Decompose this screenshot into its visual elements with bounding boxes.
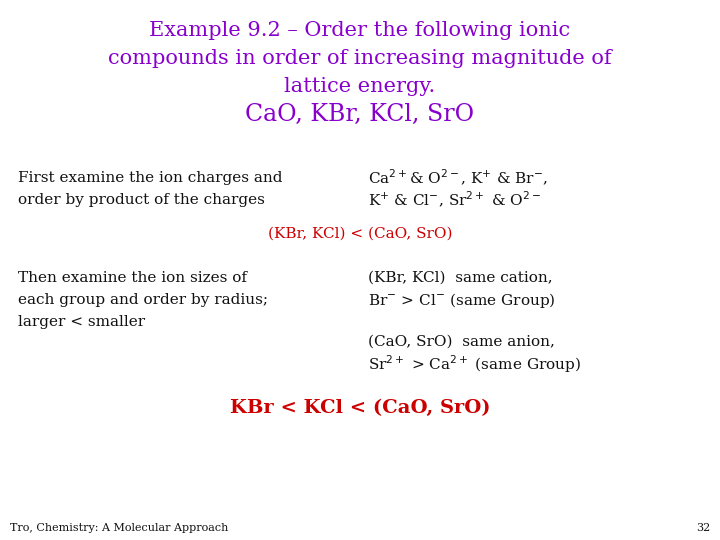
Text: (KBr, KCl) < (CaO, SrO): (KBr, KCl) < (CaO, SrO): [268, 227, 452, 241]
Text: K$^{+}$ & Cl$^{-}$, Sr$^{2+}$ & O$^{2-}$: K$^{+}$ & Cl$^{-}$, Sr$^{2+}$ & O$^{2-}$: [368, 190, 541, 210]
Text: each group and order by radius;: each group and order by radius;: [18, 293, 268, 307]
Text: (KBr, KCl)  same cation,: (KBr, KCl) same cation,: [368, 271, 553, 285]
Text: KBr < KCl < (CaO, SrO): KBr < KCl < (CaO, SrO): [230, 399, 490, 417]
Text: Sr$^{2+}$ > Ca$^{2+}$ (same Group): Sr$^{2+}$ > Ca$^{2+}$ (same Group): [368, 353, 581, 375]
Text: Br$^{-}$ > Cl$^{-}$ (same Group): Br$^{-}$ > Cl$^{-}$ (same Group): [368, 291, 556, 309]
Text: lattice energy.: lattice energy.: [284, 77, 436, 96]
Text: Tro, Chemistry: A Molecular Approach: Tro, Chemistry: A Molecular Approach: [10, 523, 228, 533]
Text: 32: 32: [696, 523, 710, 533]
Text: compounds in order of increasing magnitude of: compounds in order of increasing magnitu…: [108, 49, 612, 68]
Text: Then examine the ion sizes of: Then examine the ion sizes of: [18, 271, 247, 285]
Text: Ca$^{2+}$& O$^{2-}$, K$^{+}$ & Br$^{-}$,: Ca$^{2+}$& O$^{2-}$, K$^{+}$ & Br$^{-}$,: [368, 168, 548, 188]
Text: order by product of the charges: order by product of the charges: [18, 193, 265, 207]
Text: Example 9.2 – Order the following ionic: Example 9.2 – Order the following ionic: [150, 21, 570, 39]
Text: larger < smaller: larger < smaller: [18, 315, 145, 329]
Text: (CaO, SrO)  same anion,: (CaO, SrO) same anion,: [368, 335, 555, 349]
Text: First examine the ion charges and: First examine the ion charges and: [18, 171, 282, 185]
Text: CaO, KBr, KCl, SrO: CaO, KBr, KCl, SrO: [246, 103, 474, 125]
